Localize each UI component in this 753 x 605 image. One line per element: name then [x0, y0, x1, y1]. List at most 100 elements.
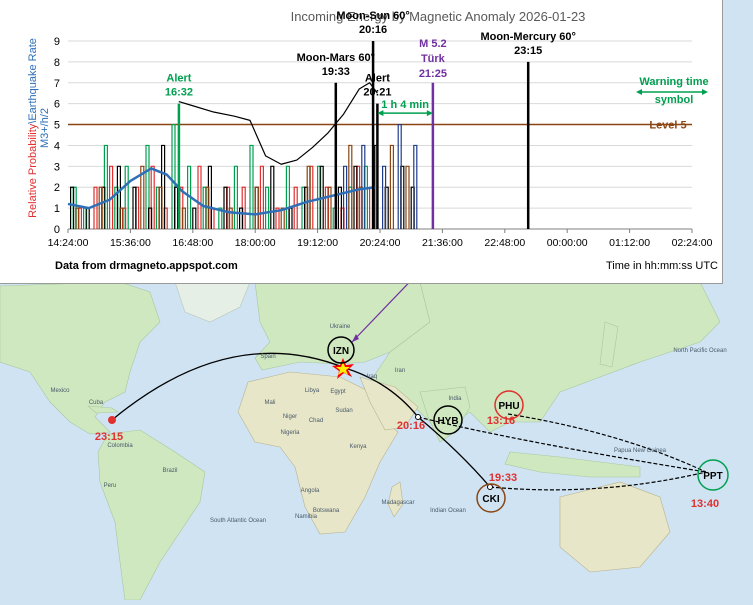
place-label: Papua New Guinea: [614, 448, 667, 454]
envelope-curve: [178, 82, 378, 165]
y-label-probability: Relative Probability: [27, 123, 39, 218]
place-label: South Atlantic Ocean: [210, 518, 266, 524]
mars-point-marker: [487, 484, 493, 490]
station-circle: [697, 459, 729, 491]
y-label-separator: \: [27, 120, 39, 124]
landmass-arabia: [359, 376, 419, 431]
place-label: Botswana: [313, 508, 340, 514]
chart-marks: 0 1 2 3 4 5 6 7 8 9 14:24:00 15:36:00 16:48:00 18:00:…: [48, 10, 713, 249]
place-label: Chad: [309, 418, 323, 424]
warning-legend-arrow-left-icon: [636, 89, 642, 95]
y-axis-label: Relative Probability\Earthquake Rate: [27, 38, 39, 218]
place-label: Brazil: [162, 468, 177, 474]
place-label: Madagascar: [381, 500, 414, 506]
place-label: Namibia: [295, 514, 318, 520]
y-tick-label: 0: [54, 224, 60, 236]
y-tick-label: 7: [54, 78, 60, 90]
warning-legend-symbol: symbol: [655, 94, 694, 106]
event-time: 20:21: [363, 87, 391, 99]
place-label: Sudan: [335, 408, 352, 414]
event-time: 21:25: [419, 68, 447, 80]
y-tick-label: 9: [54, 36, 60, 48]
route-cki-ppt: [489, 471, 707, 491]
station-label: PPT: [703, 471, 722, 482]
landmass-japan: [599, 321, 619, 368]
station-time-label: 19:33: [489, 472, 517, 484]
landmass-africa: [237, 371, 399, 535]
x-tick-label: 16:48:00: [172, 237, 213, 249]
sun-point-marker: [415, 414, 421, 420]
station-time-label: 20:16: [397, 420, 425, 432]
route-phu-ppt: [507, 413, 707, 473]
place-label: North Pacific Ocean: [673, 348, 726, 354]
station-label: HYB: [437, 416, 458, 427]
station-time-label: 13:40: [691, 498, 719, 510]
place-label: India: [448, 396, 462, 402]
y-tick-label: 6: [54, 99, 60, 111]
x-tick-label: 20:24:00: [360, 237, 401, 249]
event-time: 23:15: [514, 45, 542, 57]
event-label: Moon-Mars 60°: [297, 52, 375, 64]
place-label: Nigeria: [280, 430, 300, 436]
place-label: Colombia: [107, 443, 133, 449]
landmass-indonesia: [504, 451, 641, 478]
warning-span-arrow-left-icon: [377, 110, 384, 117]
place-label: Mali: [264, 400, 275, 406]
world-map: Spain Egypt Sudan Kenya Angola Mexico Cuba Braz…: [0, 241, 753, 601]
y-tick-label: 2: [54, 182, 60, 194]
station-time-label: 13:16: [487, 415, 515, 427]
x-tick-label: 21:36:00: [422, 237, 463, 249]
epicenter-star-icon: [332, 358, 354, 379]
x-axis-title: Time in hh:mm:ss UTC: [606, 260, 718, 272]
level-5-label: Level 5: [649, 120, 686, 132]
place-label: Niger: [283, 414, 297, 420]
y-tick-label: 4: [54, 140, 60, 152]
x-tick-label: 15:36:00: [110, 237, 151, 249]
y-label-magnitude: M3+/h/2: [39, 108, 51, 148]
chart-title: Incoming Energy by Magnetic Anomaly 2026…: [291, 9, 586, 24]
station-label: IZN: [333, 346, 349, 357]
station-circle: [327, 336, 355, 364]
place-label: Peru: [104, 483, 117, 489]
chart-background: [0, 0, 722, 283]
event-label: M 5.2: [419, 38, 447, 50]
place-label: Iran: [395, 368, 405, 374]
landmass-south-america: [97, 429, 206, 601]
world-map-canvas: Spain Egypt Sudan Kenya Angola Mexico Cuba Braz…: [0, 241, 753, 601]
y-tick-label: 5: [54, 120, 60, 132]
x-tick-label: 02:24:00: [672, 237, 713, 249]
anomaly-chart: Incoming Energy by Magnetic Anomaly 2026…: [0, 0, 722, 283]
x-tick-label: 01:12:00: [609, 237, 650, 249]
x-tick-label: 18:00:00: [235, 237, 276, 249]
station-circle: [476, 483, 506, 513]
chart-panel: Incoming Energy by Magnetic Anomaly 2026…: [0, 0, 723, 284]
landmass-madagascar: [387, 481, 404, 518]
event-sublabel: Türk: [421, 53, 446, 65]
landmass-australia: [559, 481, 671, 573]
place-label: Ukraine: [330, 324, 351, 330]
mercury-point-marker: [108, 416, 116, 424]
warning-span-arrow-right-icon: [426, 110, 433, 117]
place-label: Angola: [301, 488, 320, 494]
place-label: Iraq: [367, 374, 377, 380]
x-tick-label: 22:48:00: [484, 237, 525, 249]
place-label: Libya: [305, 388, 320, 394]
stations: IZN HYB PHU CKI PPT 23:15 20:16 13:16 19:33 13:40: [95, 241, 729, 513]
y-tick-label: 8: [54, 57, 60, 69]
place-labels: Spain Egypt Sudan Kenya Angola Mexico Cuba Braz…: [50, 324, 726, 524]
series-step-line: [75, 144, 410, 229]
event-time: 19:33: [322, 66, 350, 78]
place-label: Indian Ocean: [430, 508, 466, 514]
event-time: 16:32: [165, 87, 193, 99]
station-label: CKI: [482, 494, 499, 505]
data-source: Data from drmagneto.appspot.com: [55, 260, 238, 272]
warning-legend-title: Warning time: [639, 76, 708, 88]
series-step-line: [77, 165, 374, 229]
station-circle: [433, 405, 463, 435]
smooth-rate-curve: [67, 167, 375, 216]
station-time-label: 23:15: [95, 431, 123, 443]
x-tick-label: 19:12:00: [297, 237, 338, 249]
y-tick-label: 3: [54, 161, 60, 173]
station-label: PHU: [498, 401, 519, 412]
x-tick-label: 00:00:00: [547, 237, 588, 249]
